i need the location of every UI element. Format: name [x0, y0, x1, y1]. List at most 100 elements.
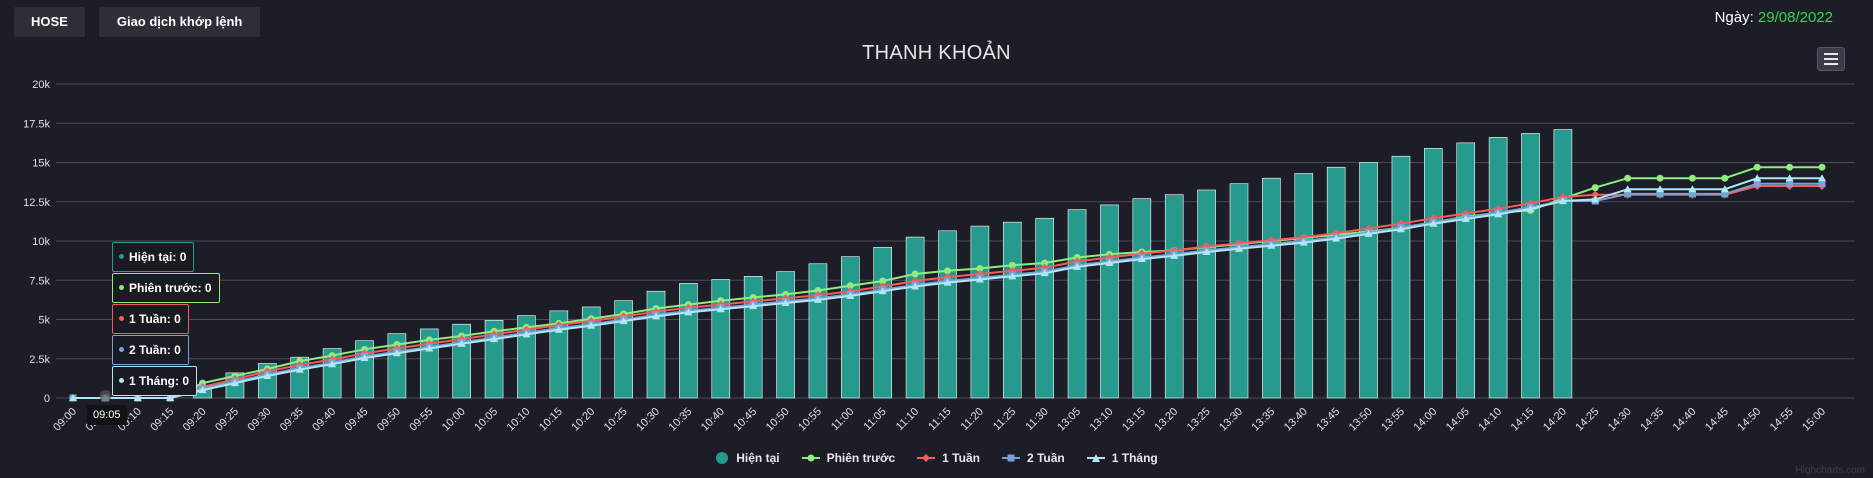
line-circle-icon: [801, 454, 820, 462]
bar: [808, 263, 828, 399]
y-tick-label: 17.5k: [23, 118, 50, 130]
point: [1753, 182, 1762, 191]
tooltip-previous: Phiên trước: 0: [112, 273, 220, 303]
point: [684, 307, 692, 315]
point: [458, 338, 466, 346]
point: [716, 305, 725, 313]
bar: [387, 333, 407, 399]
x-tick-label: 10:40: [699, 406, 727, 434]
bar: [1456, 142, 1476, 399]
point: [1462, 213, 1470, 221]
bar: [1002, 221, 1022, 399]
point: [620, 316, 628, 323]
bar: [1326, 166, 1346, 399]
x-tick-label: 11:30: [1023, 406, 1050, 433]
point: [1397, 224, 1405, 232]
x-tick-label: 14:30: [1606, 406, 1634, 434]
bar: [646, 290, 666, 399]
legend-label: Hiện tại: [736, 451, 780, 465]
legend-item-week1[interactable]: 1 Tuần: [917, 451, 980, 465]
legend-item-week2[interactable]: 2 Tuần: [1001, 451, 1065, 465]
point: [1494, 204, 1503, 213]
point: [230, 375, 239, 384]
x-tick-label: 14:10: [1476, 406, 1504, 434]
point: [1429, 219, 1438, 227]
point: [1365, 228, 1373, 236]
point: [490, 335, 499, 343]
point: [1300, 237, 1308, 245]
x-tick-label: 10:50: [764, 406, 792, 434]
x-tick-label: 13:10: [1088, 406, 1116, 434]
point: [1559, 197, 1567, 205]
point: [554, 320, 563, 329]
x-tick-label: 09:50: [375, 406, 403, 434]
point: [490, 327, 498, 335]
bar: [679, 283, 698, 399]
point: [1623, 190, 1632, 199]
point: [1364, 224, 1373, 233]
point: [1300, 234, 1308, 242]
x-tick-label: 13:55: [1379, 406, 1407, 434]
point: [1494, 209, 1502, 217]
x-tick-label: 13:35: [1250, 406, 1278, 434]
legend-item-month1[interactable]: 1 Tháng: [1086, 451, 1158, 465]
point: [328, 355, 337, 364]
point: [360, 353, 369, 361]
point: [522, 330, 531, 338]
point: [1720, 185, 1729, 193]
point: [1785, 182, 1794, 191]
point: [1040, 263, 1049, 272]
legend-item-current[interactable]: Hiện tại: [715, 451, 780, 465]
point: [1429, 214, 1438, 223]
x-tick-label: 11:10: [894, 406, 921, 433]
point: [652, 305, 660, 313]
tooltip-month1: 1 Tháng: 0: [112, 366, 198, 396]
point: [1785, 174, 1794, 182]
matching-mode-button[interactable]: Giao dịch khớp lệnh: [98, 7, 261, 37]
point: [1461, 209, 1470, 218]
point: [879, 277, 887, 285]
point: [457, 339, 466, 347]
x-tick-label: 11:05: [861, 406, 888, 433]
point: [425, 343, 433, 351]
point: [846, 287, 855, 296]
point: [652, 312, 660, 320]
legend-dot-icon: [119, 347, 124, 353]
point: [101, 394, 110, 402]
point: [1041, 268, 1049, 276]
chart-menu-button[interactable]: [1817, 47, 1845, 71]
x-tick-label: 14:45: [1703, 406, 1731, 434]
bar: [905, 236, 925, 399]
point: [1105, 253, 1114, 262]
point: [1720, 190, 1729, 199]
menu-bar-icon: [1824, 53, 1838, 55]
x-tick-label: 09:30: [246, 406, 274, 434]
point: [101, 394, 110, 401]
y-tick-label: 20k: [32, 79, 50, 91]
point: [1558, 193, 1567, 202]
chart-credit: Highcharts.com: [1795, 465, 1865, 476]
point: [328, 352, 336, 360]
point: [296, 364, 304, 372]
point: [1624, 174, 1632, 182]
point: [1040, 269, 1049, 277]
point: [1656, 190, 1665, 199]
bar: [1553, 129, 1573, 399]
point: [1138, 248, 1146, 256]
point: [1818, 182, 1826, 191]
exchange-button[interactable]: HOSE: [14, 7, 85, 37]
point: [554, 325, 563, 333]
legend-item-previous[interactable]: Phiên trước: [801, 451, 895, 465]
point: [328, 359, 336, 367]
y-tick-label: 0: [44, 393, 50, 405]
bar: [1359, 162, 1378, 399]
point: [1396, 225, 1405, 233]
x-tick-label: 13:25: [1185, 406, 1213, 434]
point: [1591, 195, 1600, 203]
point: [1332, 233, 1340, 241]
point: [943, 273, 952, 282]
point: [1332, 234, 1341, 242]
point: [1332, 231, 1340, 239]
point: [1688, 190, 1697, 199]
